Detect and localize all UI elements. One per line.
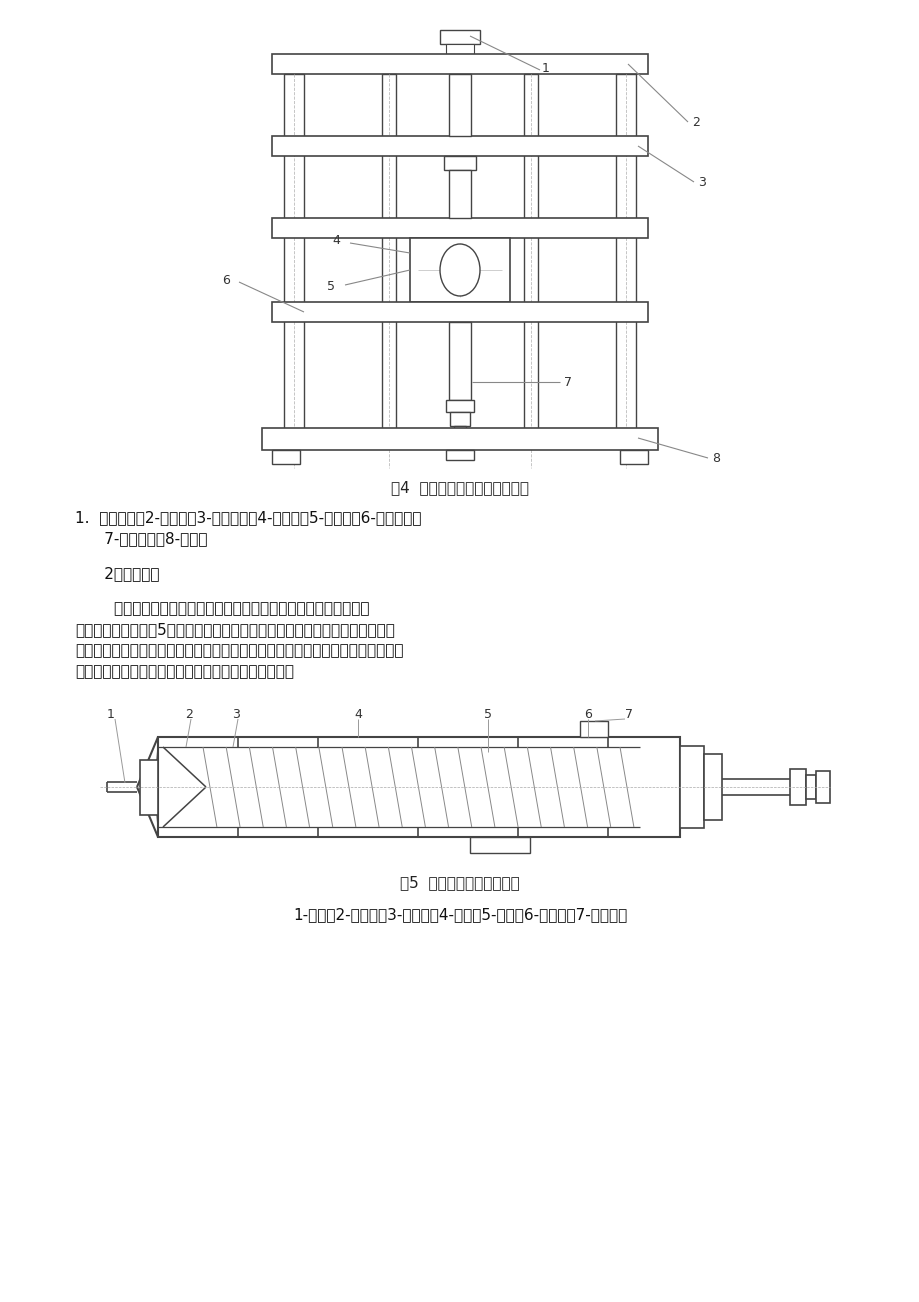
Bar (789, 769, 805, 805)
Bar (815, 771, 829, 803)
Text: 图5  螺杆式塑化部件结构图: 图5 螺杆式塑化部件结构图 (400, 875, 519, 891)
Text: 7: 7 (624, 708, 632, 721)
Text: 2: 2 (185, 708, 193, 721)
Bar (284, 74, 303, 448)
Text: 的连续推进过程中，实现物理状态的变化，最后呈熔融状态而被注入模腔。因此，: 的连续推进过程中，实现物理状态的变化，最后呈熔融状态而被注入模腔。因此， (75, 643, 403, 659)
Text: 1-喷嘴；2-螺杆头；3-止逆环；4-料筒；5-螺杆；6-加热圈；7-冷却水圈: 1-喷嘴；2-螺杆头；3-止逆环；4-料筒；5-螺杆；6-加热圈；7-冷却水圈 (292, 907, 627, 923)
Text: 7-塑化部件；8-上范本: 7-塑化部件；8-上范本 (75, 531, 208, 547)
Text: 3: 3 (698, 176, 705, 189)
Bar (616, 74, 635, 448)
Text: 6: 6 (584, 708, 591, 721)
Bar (272, 53, 647, 74)
Text: 2．塑化部件: 2．塑化部件 (75, 566, 159, 582)
Text: 7: 7 (563, 375, 572, 388)
Bar (272, 450, 300, 464)
Text: 2: 2 (691, 116, 699, 129)
Text: 3: 3 (232, 708, 240, 721)
Text: 8: 8 (711, 452, 720, 465)
Bar (262, 428, 657, 450)
Text: 螺杆式塑化部件如图5所示，主要由螺杆、料筒、喷嘴等组成，塑料在旋转螺杆: 螺杆式塑化部件如图5所示，主要由螺杆、料筒、喷嘴等组成，塑料在旋转螺杆 (75, 622, 394, 638)
Bar (439, 30, 480, 44)
Bar (448, 171, 471, 217)
Text: 5: 5 (326, 280, 335, 293)
Text: 4: 4 (332, 234, 340, 247)
Bar (272, 217, 647, 238)
Bar (524, 74, 538, 448)
Text: 图4  立式注塑机注射装置示意图: 图4 立式注塑机注射装置示意图 (391, 480, 528, 496)
Bar (805, 775, 815, 799)
Text: 1: 1 (107, 708, 115, 721)
Text: 4: 4 (354, 708, 361, 721)
Bar (619, 450, 647, 464)
Bar (448, 74, 471, 135)
Text: 1.  液压马达；2-推力座；3-注射油缸；4-注射座；5-加料口；6-座移油缸；: 1. 液压马达；2-推力座；3-注射油缸；4-注射座；5-加料口；6-座移油缸； (75, 510, 421, 526)
Bar (446, 44, 473, 53)
Text: 1: 1 (541, 61, 550, 74)
Bar (446, 400, 473, 411)
Text: 5: 5 (483, 708, 492, 721)
Bar (381, 74, 395, 448)
Bar (448, 322, 471, 400)
Bar (703, 754, 721, 820)
Bar (679, 746, 703, 828)
Text: 塑化部件是完成均匀塑化，实现定量注射的核心部件。: 塑化部件是完成均匀塑化，实现定量注射的核心部件。 (75, 664, 294, 680)
Bar (444, 156, 475, 171)
Bar (579, 721, 607, 737)
Bar (449, 411, 470, 426)
Text: 塑化部件有柱塞式和螺杆式两种，下面就对螺杆式做一下介绍。: 塑化部件有柱塞式和螺杆式两种，下面就对螺杆式做一下介绍。 (75, 602, 369, 617)
Bar (446, 450, 473, 460)
Bar (158, 737, 679, 837)
Bar (272, 135, 647, 156)
Bar (453, 426, 466, 436)
Text: 6: 6 (221, 273, 230, 286)
Bar (140, 759, 158, 815)
Ellipse shape (439, 243, 480, 296)
Bar (272, 302, 647, 322)
Bar (470, 837, 529, 853)
Bar (410, 238, 509, 302)
